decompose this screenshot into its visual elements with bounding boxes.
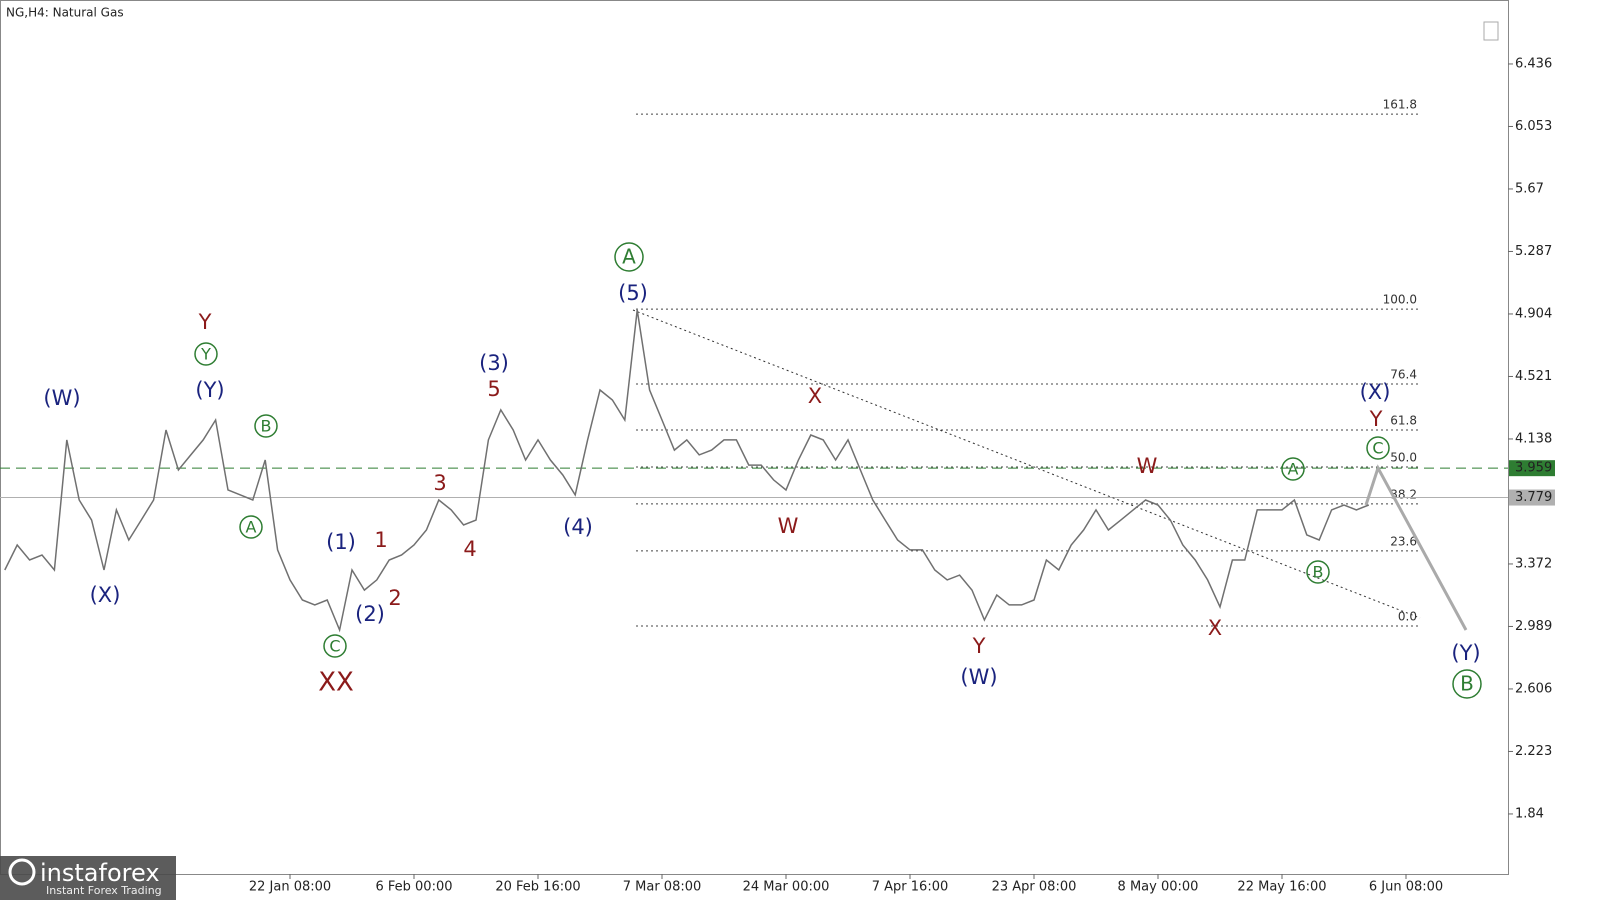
y-tick-label: 2.223 xyxy=(1515,744,1552,759)
x-tick-label: 6 Feb 00:00 xyxy=(375,880,452,895)
wave-label: Y xyxy=(200,345,211,364)
wave-label: A xyxy=(622,245,636,269)
wave-label: (Y) xyxy=(1451,641,1480,665)
wave-label: A xyxy=(1288,460,1299,479)
y-tick-label: 2.606 xyxy=(1515,681,1552,696)
price-box xyxy=(1509,489,1555,506)
y-tick-label: 4.904 xyxy=(1515,306,1552,321)
wave-circle xyxy=(614,242,644,272)
wave-label: XX xyxy=(318,668,354,698)
y-tick-label: 2.989 xyxy=(1515,619,1552,634)
y-tick-label: 1.84 xyxy=(1515,806,1544,821)
wave-label: (2) xyxy=(355,602,385,626)
wave-label: (X) xyxy=(1360,380,1391,404)
wave-label: 3 xyxy=(433,471,446,495)
price-box-label: 3.779 xyxy=(1515,490,1552,505)
y-tick-label: 6.436 xyxy=(1515,56,1552,71)
wave-circle xyxy=(1281,457,1305,481)
plot-frame xyxy=(0,0,1509,875)
wave-circle xyxy=(1306,560,1330,584)
wave-circle xyxy=(254,414,278,438)
wave-label: (4) xyxy=(563,515,593,539)
x-tick-label: 23 Apr 08:00 xyxy=(992,880,1077,895)
price-box-label: 3.959 xyxy=(1515,461,1552,476)
wave-circle xyxy=(1366,436,1390,460)
wave-label: C xyxy=(329,637,340,656)
wave-label: B xyxy=(1313,563,1324,582)
wave-label: (X) xyxy=(90,583,121,607)
wave-label: Y xyxy=(1369,407,1383,431)
y-tick-label: 5.287 xyxy=(1515,244,1552,259)
fib-label: 0.0 xyxy=(1398,609,1417,623)
trend-line xyxy=(632,309,1421,619)
y-tick-label: 4.521 xyxy=(1515,369,1552,384)
x-tick-label: 7 Mar 08:00 xyxy=(623,880,702,895)
wave-label: X xyxy=(808,384,822,408)
wave-label: C xyxy=(1372,439,1383,458)
wave-label: Y xyxy=(198,310,212,334)
chart-title: NG,H4: Natural Gas xyxy=(6,6,124,20)
logo-icon xyxy=(8,858,36,886)
x-tick-label: 22 May 16:00 xyxy=(1237,880,1326,895)
fib-label: 100.0 xyxy=(1383,293,1417,307)
wave-label: 2 xyxy=(388,586,401,610)
wave-label: B xyxy=(261,417,272,436)
wave-circle xyxy=(1452,669,1482,699)
x-tick-label: 22 Jan 08:00 xyxy=(249,880,331,895)
wave-circle xyxy=(194,342,218,366)
wave-circle xyxy=(239,515,263,539)
y-tick-label: 6.053 xyxy=(1515,119,1552,134)
fib-label: 161.8 xyxy=(1383,98,1417,112)
x-tick-label: 20 Feb 16:00 xyxy=(495,880,580,895)
y-tick-label: 4.138 xyxy=(1515,431,1552,446)
wave-label: (5) xyxy=(618,281,648,305)
wave-label: (3) xyxy=(479,351,509,375)
fib-label: 50.0 xyxy=(1390,451,1417,465)
fib-label: 23.6 xyxy=(1390,534,1417,548)
logo-tagline: Instant Forex Trading xyxy=(46,884,162,897)
logo-name: instaforex xyxy=(40,859,160,887)
price-box xyxy=(1509,460,1555,477)
wave-label: A xyxy=(246,518,257,537)
wave-label: (W) xyxy=(960,665,997,689)
wave-label: W xyxy=(778,514,799,538)
wave-label: W xyxy=(1137,454,1158,478)
wave-label: 1 xyxy=(374,528,387,552)
y-tick-label: 5.67 xyxy=(1515,181,1544,196)
fib-label: 76.4 xyxy=(1390,367,1417,381)
wave-label: 5 xyxy=(487,377,500,401)
x-tick-label: 8 May 00:00 xyxy=(1118,880,1199,895)
wave-label: B xyxy=(1460,672,1474,696)
toolbar-icon xyxy=(1483,21,1499,41)
x-tick-label: 24 Mar 00:00 xyxy=(743,880,830,895)
wave-label: 4 xyxy=(463,537,476,561)
wave-label: Y xyxy=(972,634,986,658)
fib-label: 61.8 xyxy=(1390,413,1417,427)
x-tick-label: 6 Jun 08:00 xyxy=(1369,880,1443,895)
wave-label: (W) xyxy=(43,386,80,410)
wave-circle xyxy=(323,634,347,658)
wave-label: (1) xyxy=(326,530,356,554)
wave-label: (Y) xyxy=(195,378,224,402)
wave-label: X xyxy=(1208,616,1222,640)
y-tick-label: 3.372 xyxy=(1515,556,1552,571)
x-tick-label: 7 Apr 16:00 xyxy=(872,880,949,895)
projection xyxy=(1364,464,1468,631)
price-line xyxy=(4,309,1370,633)
